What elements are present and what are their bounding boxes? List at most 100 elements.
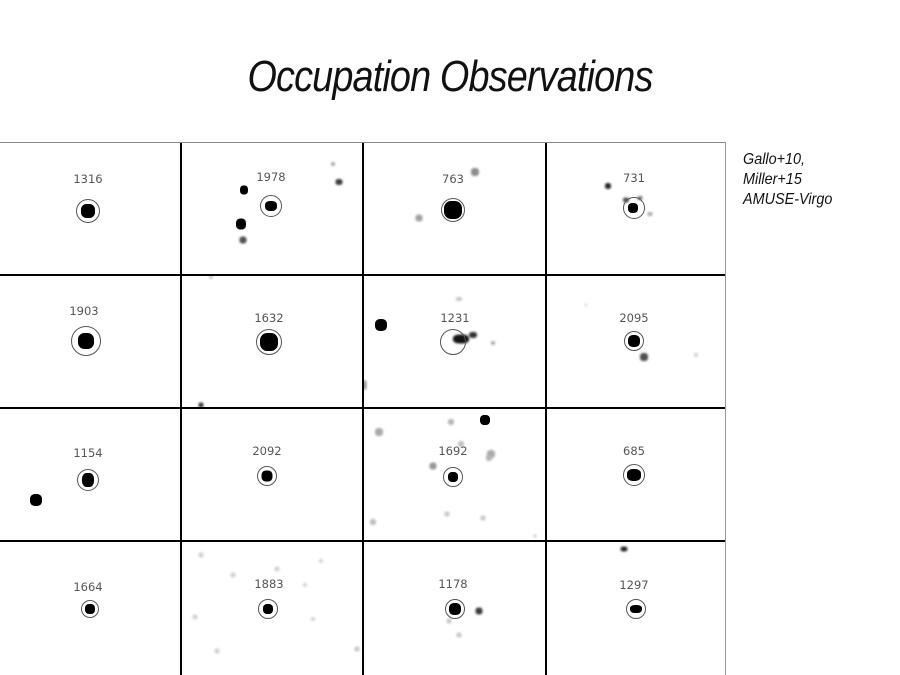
xray-source (370, 519, 376, 525)
grid-border-right (725, 142, 726, 675)
xray-source (469, 332, 477, 338)
credit-line: AMUSE-Virgo (743, 191, 833, 208)
galaxy-thumbnail: 2095 (546, 275, 726, 408)
galaxy-id-label: 2092 (252, 444, 282, 458)
galaxy-image-grid: 1316 1978 763 731 1903 1632 1231 2095 1154 2092 16… (0, 142, 726, 675)
xray-source (236, 218, 246, 230)
galaxy-thumbnail: 731 (546, 142, 726, 275)
xray-source (311, 617, 315, 621)
nucleus-circle (626, 599, 646, 619)
galaxy-id-label: 1316 (73, 172, 103, 186)
galaxy-thumbnail: 1978 (181, 142, 363, 275)
xray-source (319, 559, 323, 563)
galaxy-thumbnail: 1903 (0, 275, 181, 408)
nucleus-circle (71, 326, 101, 356)
xray-source (30, 494, 42, 506)
galaxy-thumbnail: 1632 (181, 275, 363, 408)
xray-source (487, 450, 495, 458)
xray-source (444, 511, 450, 517)
xray-source (363, 380, 367, 390)
galaxy-thumbnail: 1692 (363, 408, 546, 541)
xray-source (456, 632, 462, 638)
galaxy-thumbnail: 1231 (363, 275, 546, 408)
xray-source (239, 236, 247, 244)
xray-source (605, 183, 611, 189)
xray-source (456, 297, 462, 301)
galaxy-id-label: 731 (623, 171, 645, 185)
xray-source (446, 618, 452, 624)
xray-source (335, 179, 343, 185)
grid-divider-horizontal (0, 274, 726, 276)
xray-source (375, 428, 383, 436)
credit-line: Gallo+10, (743, 151, 806, 168)
xray-source (486, 455, 492, 461)
nucleus-circle (260, 195, 282, 217)
galaxy-id-label: 1692 (438, 444, 468, 458)
xray-source (354, 646, 360, 652)
galaxy-id-label: 1903 (69, 304, 99, 318)
xray-source (458, 441, 464, 447)
xray-source (533, 534, 537, 538)
nucleus-circle (445, 599, 465, 619)
xray-source (475, 607, 483, 615)
galaxy-thumbnail: 763 (363, 142, 546, 275)
xray-source (471, 168, 479, 176)
galaxy-id-label: 2095 (619, 311, 649, 325)
xray-source (240, 185, 248, 195)
galaxy-id-label: 1178 (438, 577, 468, 591)
galaxy-thumbnail: 1154 (0, 408, 181, 541)
nucleus-circle (443, 467, 463, 487)
xray-source (429, 462, 437, 470)
nucleus-circle (256, 329, 282, 355)
xray-source (274, 566, 280, 572)
xray-source (694, 353, 698, 357)
galaxy-id-label: 685 (623, 444, 645, 458)
nucleus-circle (81, 600, 99, 618)
galaxy-thumbnail: 1883 (181, 541, 363, 675)
galaxy-thumbnail: 1664 (0, 541, 181, 675)
xray-source (415, 214, 423, 222)
galaxy-id-label: 1154 (73, 446, 103, 460)
xray-source (375, 319, 387, 331)
nucleus-circle (76, 199, 100, 223)
galaxy-thumbnail: 1297 (546, 541, 726, 675)
nucleus-circle (623, 197, 645, 219)
galaxy-id-label: 1978 (256, 170, 286, 184)
galaxy-id-label: 1297 (619, 578, 649, 592)
xray-source (480, 415, 490, 425)
xray-source (230, 572, 236, 578)
nucleus-circle (624, 331, 644, 351)
xray-source (331, 162, 335, 166)
xray-source (480, 515, 486, 521)
xray-source (198, 552, 204, 558)
xray-source (209, 275, 213, 279)
slide-title: Occupation Observations (247, 52, 653, 101)
xray-source (640, 353, 648, 361)
nucleus-circle (441, 198, 465, 222)
xray-source (491, 341, 495, 345)
galaxy-thumbnail: 1316 (0, 142, 181, 275)
nucleus-circle (77, 469, 99, 491)
grid-border-top (0, 142, 726, 143)
xray-source (198, 402, 204, 408)
xray-source (214, 648, 220, 654)
galaxy-id-label: 1664 (73, 580, 103, 594)
xray-source (647, 212, 653, 216)
galaxy-id-label: 1632 (254, 311, 284, 325)
xray-source (192, 614, 198, 620)
grid-divider-horizontal (0, 407, 726, 409)
nucleus-circle (258, 599, 278, 619)
xray-source (584, 303, 588, 307)
nucleus-circle (623, 464, 645, 486)
galaxy-thumbnail: 685 (546, 408, 726, 541)
credit-line: Miller+15 (743, 171, 802, 188)
galaxy-id-label: 763 (442, 172, 464, 186)
galaxy-id-label: 1883 (254, 577, 284, 591)
galaxy-thumbnail: 2092 (181, 408, 363, 541)
nucleus-circle (440, 329, 466, 355)
galaxy-thumbnail: 1178 (363, 541, 546, 675)
xray-source (448, 419, 454, 425)
grid-divider-horizontal (0, 540, 726, 542)
xray-source (620, 546, 628, 552)
xray-source (303, 583, 307, 587)
